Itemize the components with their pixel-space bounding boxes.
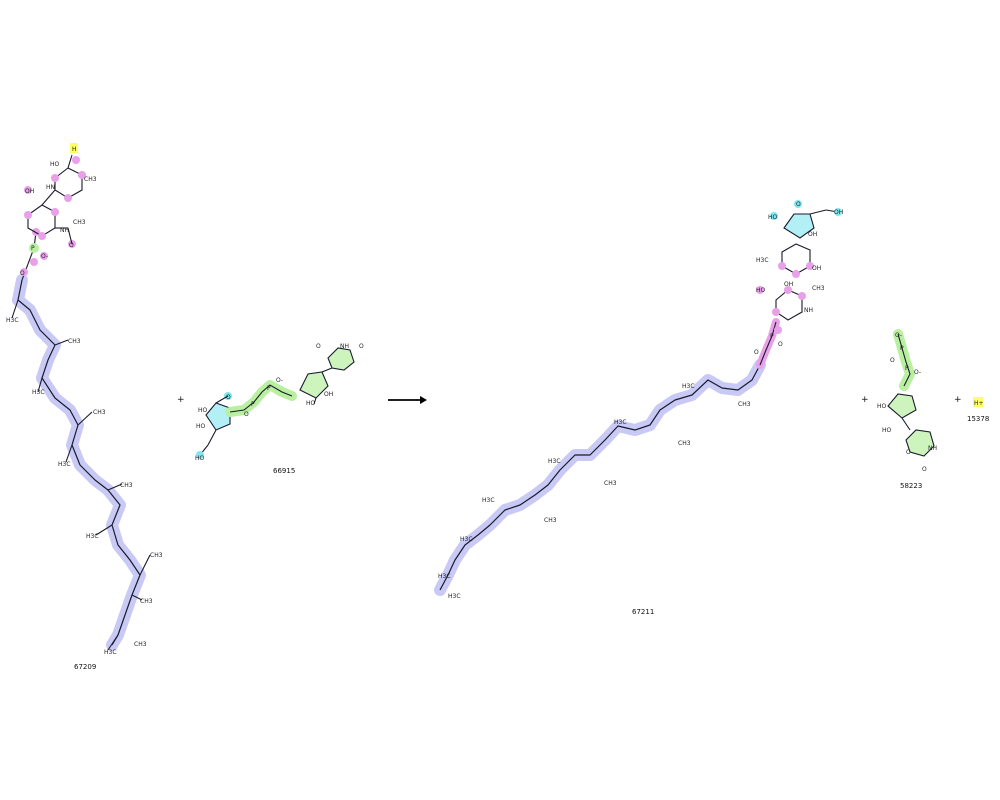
svg-text:CH3: CH3 xyxy=(812,285,825,292)
molecule-67209: H3C CH3 H3C CH3 H3C CH3 H3C CH3 CH3 H3C … xyxy=(6,143,163,656)
plus-sign-1: + xyxy=(177,395,185,405)
svg-text:CH3: CH3 xyxy=(93,409,106,416)
compound-id-15378: 15378 xyxy=(967,415,989,423)
svg-text:HO: HO xyxy=(306,400,316,407)
svg-text:O: O xyxy=(359,343,364,350)
molecule-58223: O- P P O- O HO HO O NH O xyxy=(877,332,937,473)
svg-text:NH: NH xyxy=(60,227,69,234)
svg-text:P: P xyxy=(900,345,904,352)
svg-text:H3C: H3C xyxy=(86,533,99,540)
svg-text:HO: HO xyxy=(195,455,205,462)
svg-text:H3C: H3C xyxy=(32,389,45,396)
svg-text:CH3: CH3 xyxy=(738,401,751,408)
svg-text:H: H xyxy=(72,146,77,153)
svg-text:OH: OH xyxy=(808,231,817,238)
svg-text:P: P xyxy=(905,365,909,372)
svg-text:O: O xyxy=(244,411,249,418)
svg-text:NH: NH xyxy=(340,343,349,350)
svg-text:OH: OH xyxy=(812,265,821,272)
compound-id-58223: 58223 xyxy=(900,482,922,490)
svg-text:O: O xyxy=(20,270,25,277)
svg-text:H3C: H3C xyxy=(104,649,117,656)
svg-text:CH3: CH3 xyxy=(678,440,691,447)
svg-text:O: O xyxy=(69,242,74,249)
svg-text:H3C: H3C xyxy=(460,536,473,543)
svg-text:O: O xyxy=(316,343,321,350)
svg-text:OH: OH xyxy=(25,188,34,195)
plus-sign-2: + xyxy=(861,395,869,405)
svg-text:HO: HO xyxy=(756,287,766,294)
svg-text:P: P xyxy=(31,245,35,252)
svg-text:O: O xyxy=(754,349,759,356)
svg-text:CH3: CH3 xyxy=(84,176,97,183)
chain-highlight-67211 xyxy=(440,365,760,590)
compound-id-67211: 67211 xyxy=(632,608,654,616)
svg-text:O: O xyxy=(922,466,927,473)
svg-text:P: P xyxy=(770,333,774,340)
molecule-67211: H3C CH3 H3C CH3 H3C CH3 H3C CH3 H3C H3C … xyxy=(438,200,843,600)
plus-sign-3: + xyxy=(954,395,962,405)
svg-text:CH3: CH3 xyxy=(68,338,81,345)
svg-text:O-: O- xyxy=(914,369,921,376)
svg-text:HO: HO xyxy=(198,407,208,414)
compound-id-67209: 67209 xyxy=(74,663,96,671)
svg-text:OH: OH xyxy=(834,209,843,216)
svg-text:O-: O- xyxy=(895,332,902,339)
svg-text:P: P xyxy=(251,401,255,408)
svg-text:H3C: H3C xyxy=(6,317,19,324)
svg-text:O: O xyxy=(890,357,895,364)
svg-text:OH: OH xyxy=(324,391,333,398)
svg-text:NH: NH xyxy=(928,445,937,452)
svg-text:O-: O- xyxy=(41,253,48,260)
molecule-15378: H+ xyxy=(973,397,984,407)
svg-text:HO: HO xyxy=(768,214,778,221)
svg-text:CH3: CH3 xyxy=(604,480,617,487)
svg-text:O: O xyxy=(778,341,783,348)
svg-text:O: O xyxy=(906,449,911,456)
reaction-arrow xyxy=(388,396,427,404)
svg-text:HO: HO xyxy=(50,161,60,168)
svg-text:HO: HO xyxy=(882,427,892,434)
svg-text:H3C: H3C xyxy=(482,497,495,504)
svg-text:O: O xyxy=(226,394,231,401)
svg-text:O-: O- xyxy=(276,377,283,384)
chain-bonds-67211 xyxy=(440,365,760,590)
svg-text:H3C: H3C xyxy=(548,458,561,465)
svg-text:NH: NH xyxy=(804,307,813,314)
methyl-labels-67211: H3C CH3 H3C CH3 H3C CH3 H3C CH3 H3C H3C … xyxy=(438,383,751,600)
svg-text:CH3: CH3 xyxy=(120,482,133,489)
svg-text:HO: HO xyxy=(877,403,887,410)
svg-text:CH3: CH3 xyxy=(150,552,163,559)
svg-text:CH3: CH3 xyxy=(544,517,557,524)
svg-text:H3C: H3C xyxy=(614,419,627,426)
svg-text:CH3: CH3 xyxy=(73,219,86,226)
svg-text:H3C: H3C xyxy=(756,257,769,264)
compound-id-66915: 66915 xyxy=(273,467,295,475)
svg-text:H3C: H3C xyxy=(58,461,71,468)
svg-text:CH3: CH3 xyxy=(140,598,153,605)
svg-text:H3C: H3C xyxy=(448,593,461,600)
svg-text:H3C: H3C xyxy=(438,573,451,580)
svg-text:P: P xyxy=(267,385,271,392)
molecule-66915: HO HO HO O P P O- O HO OH O O NH xyxy=(195,343,364,462)
svg-text:HO: HO xyxy=(196,423,206,430)
methyl-labels-67209: H3C CH3 H3C CH3 H3C CH3 H3C CH3 CH3 H3C … xyxy=(6,317,163,656)
svg-text:OH: OH xyxy=(784,281,793,288)
svg-text:HN: HN xyxy=(46,184,55,191)
svg-text:CH3: CH3 xyxy=(134,641,147,648)
proton-label: H+ xyxy=(974,400,984,407)
svg-text:H3C: H3C xyxy=(682,383,695,390)
svg-text:O: O xyxy=(796,201,801,208)
